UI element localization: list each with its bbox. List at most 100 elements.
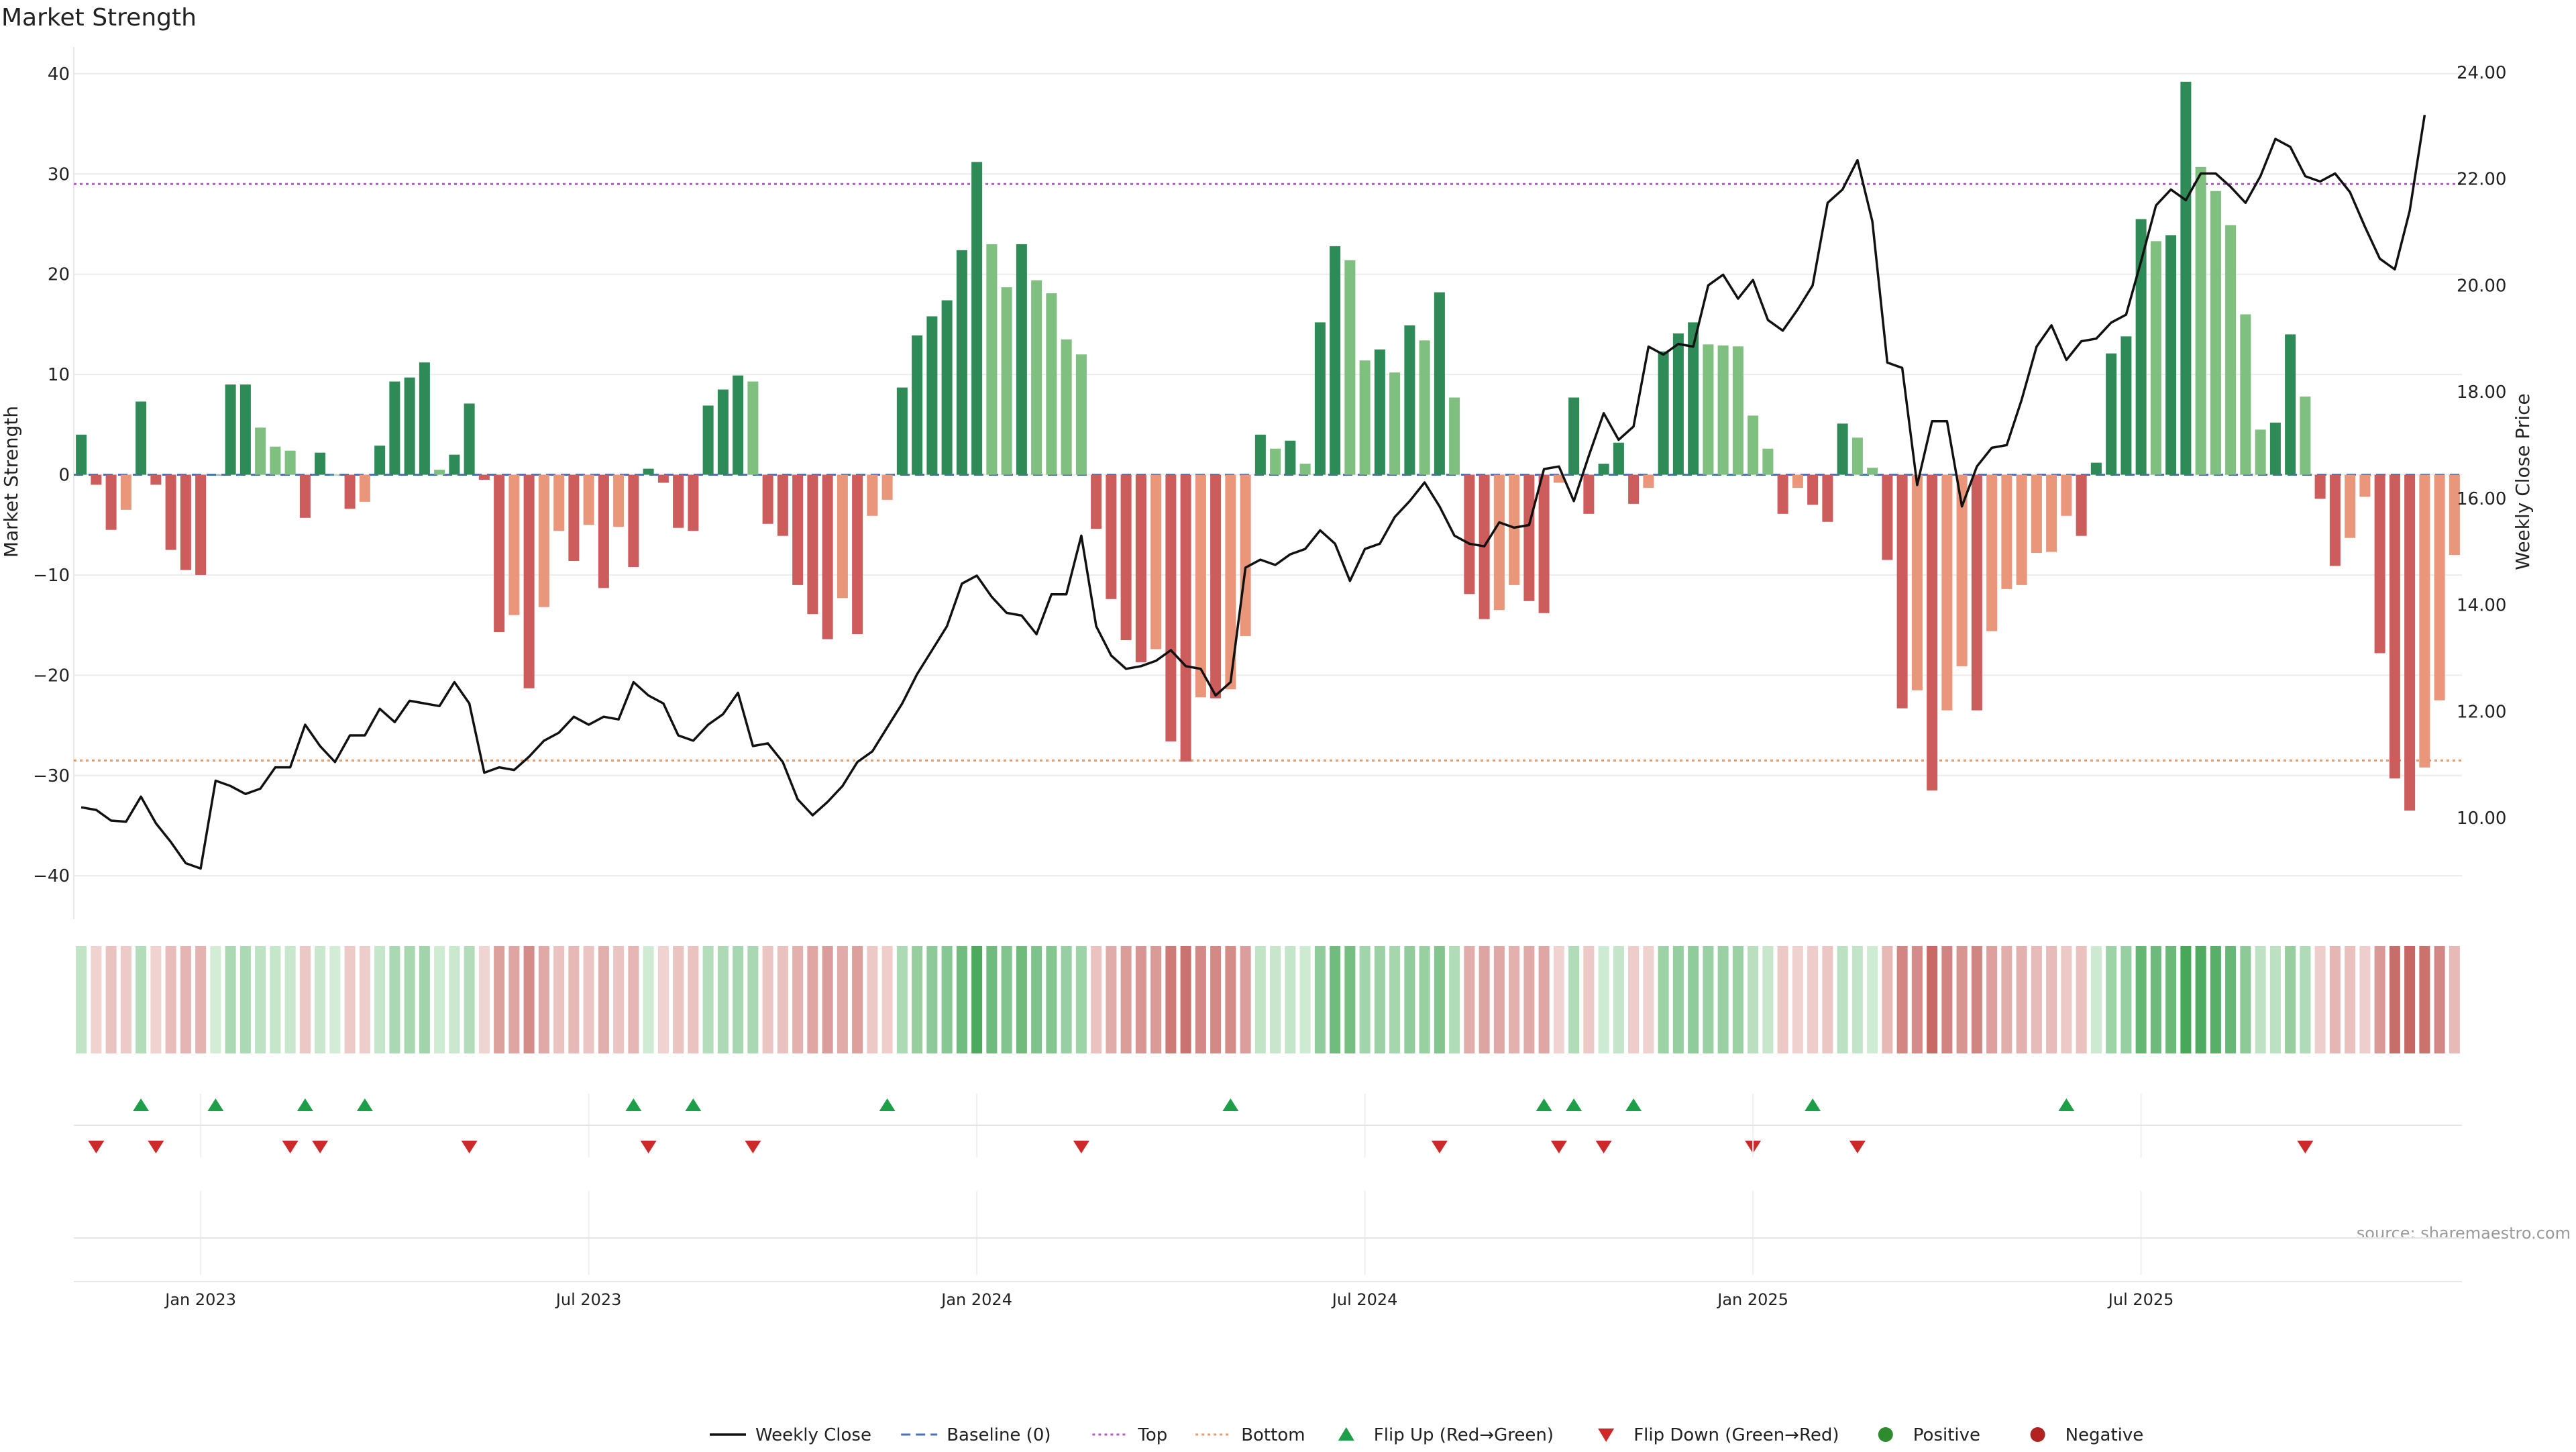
heat-cell xyxy=(702,946,714,1053)
heat-cell xyxy=(2269,946,2281,1053)
strength-bar xyxy=(702,405,714,475)
legend-item: Flip Up (Red→Green) xyxy=(1338,1425,1554,1445)
left-tick-label: −20 xyxy=(33,666,70,686)
heat-cell xyxy=(2449,946,2460,1053)
strength-bar xyxy=(2061,474,2072,516)
heat-cell xyxy=(315,946,326,1053)
strength-bar xyxy=(1882,474,1893,560)
strength-bar xyxy=(1717,345,1729,475)
heat-cell xyxy=(210,946,221,1053)
heat-cell xyxy=(239,946,251,1053)
heat-cell xyxy=(2285,946,2296,1053)
heat-cell xyxy=(449,946,460,1053)
heat-cell xyxy=(1374,946,1385,1053)
legend-label: Positive xyxy=(1913,1425,1980,1445)
flip-down-marker xyxy=(745,1141,761,1153)
strength-bar xyxy=(284,450,296,475)
strength-bar xyxy=(762,474,773,524)
strength-bar xyxy=(1777,474,1788,514)
heat-cell xyxy=(1001,946,1012,1053)
strength-bar xyxy=(1374,349,1385,475)
weekly-close-line xyxy=(80,115,2426,870)
left-tick-label: 0 xyxy=(58,466,70,486)
strength-bar xyxy=(478,474,490,480)
heat-cell xyxy=(2314,946,2326,1053)
strength-bar xyxy=(2255,429,2266,475)
heat-cell xyxy=(180,946,191,1053)
flip-up-marker xyxy=(1805,1098,1821,1111)
strength-bar xyxy=(777,474,788,536)
heat-cell xyxy=(404,946,415,1053)
strength-bar xyxy=(717,389,729,475)
heat-cell xyxy=(225,946,236,1053)
strength-bar xyxy=(1493,474,1505,611)
strength-bar xyxy=(434,470,445,475)
reference-lines xyxy=(74,183,2462,762)
heat-cell xyxy=(747,946,759,1053)
heat-cell xyxy=(2300,946,2311,1053)
heat-cell xyxy=(2255,946,2266,1053)
heat-cell xyxy=(1479,946,1490,1053)
date-tick-label: Jul 2025 xyxy=(2107,1290,2174,1309)
heat-cell xyxy=(434,946,445,1053)
strength-bar xyxy=(941,300,953,475)
strength-bar xyxy=(1120,474,1132,641)
heat-cell xyxy=(1330,946,1341,1053)
strength-bar xyxy=(1419,340,1430,475)
strength-bar xyxy=(2016,474,2027,585)
y-axis-label-right: Weekly Close Price xyxy=(2512,393,2534,570)
heat-cell xyxy=(150,946,162,1053)
strength-bar xyxy=(1225,474,1236,690)
flip-up-marker xyxy=(1222,1098,1239,1111)
left-tick-label: −30 xyxy=(33,766,70,786)
heat-cell xyxy=(1822,946,1833,1053)
right-tick-label: 16.00 xyxy=(2457,489,2506,509)
flip-down-marker xyxy=(640,1141,657,1153)
strength-bar xyxy=(583,474,594,525)
flip-down-marker xyxy=(2297,1141,2314,1153)
strength-bar xyxy=(150,474,162,485)
strength-bar xyxy=(359,474,370,502)
heat-cell xyxy=(912,946,923,1053)
heat-cell xyxy=(91,946,102,1053)
strength-bar xyxy=(329,474,341,476)
heat-cell xyxy=(165,946,176,1053)
strength-bar xyxy=(449,454,460,475)
strength-bar xyxy=(508,474,520,615)
heat-cell xyxy=(1285,946,1296,1053)
legend-label: Bottom xyxy=(1241,1425,1305,1445)
strength-bar xyxy=(2374,474,2385,654)
flip-down-marker xyxy=(1849,1141,1866,1153)
flip-up-marker xyxy=(625,1098,642,1111)
heat-cell xyxy=(2374,946,2385,1053)
strength-bar xyxy=(1330,246,1341,475)
strength-bar xyxy=(494,474,505,633)
legend-item: Positive xyxy=(1878,1425,1980,1445)
y-axis-label-left: Market Strength xyxy=(0,406,22,558)
strength-bar xyxy=(657,474,669,483)
date-axis: Jan 2023 Jul 2023 Jan 2024 Jul 2024 Jan 2025… xyxy=(74,1094,2462,1309)
heat-cell xyxy=(2434,946,2445,1053)
strength-bar xyxy=(255,427,266,475)
heat-cell xyxy=(1807,946,1819,1053)
strength-bar xyxy=(613,474,625,527)
strength-bar xyxy=(1688,322,1699,475)
strength-bar xyxy=(1956,474,1968,666)
left-tick-label: 10 xyxy=(48,365,70,385)
strength-bar xyxy=(1672,333,1684,475)
heat-cell xyxy=(1449,946,1460,1053)
strength-bar xyxy=(1404,325,1415,475)
legend-item: Bottom xyxy=(1195,1425,1305,1445)
strength-bar xyxy=(239,384,251,475)
left-tick-label: 30 xyxy=(48,164,70,185)
strength-bar xyxy=(673,474,684,528)
flip-down-marker xyxy=(312,1141,329,1153)
heat-cell xyxy=(105,946,117,1053)
heat-cell xyxy=(896,946,908,1053)
heat-cell xyxy=(941,946,953,1053)
strength-bar xyxy=(1075,354,1087,475)
legend-label: Baseline (0) xyxy=(947,1425,1051,1445)
heat-cell xyxy=(1837,946,1848,1053)
